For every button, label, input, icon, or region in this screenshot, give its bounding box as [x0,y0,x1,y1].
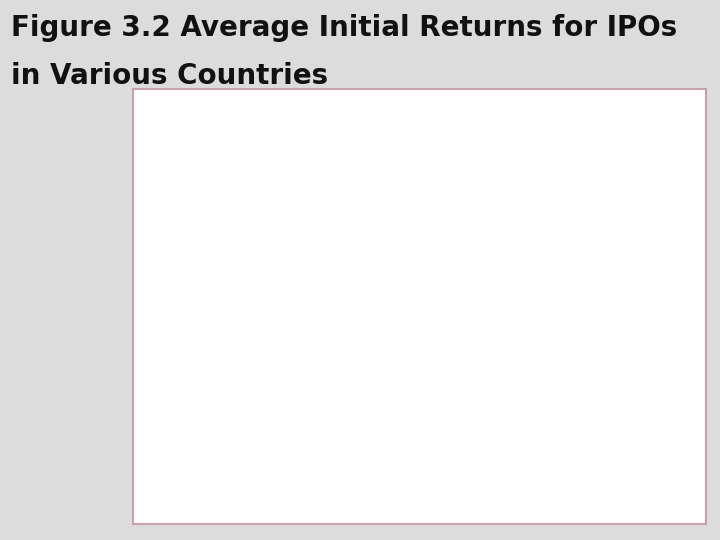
Bar [425,387,435,424]
Bar [569,357,579,424]
Bar [608,352,618,424]
Bar [189,414,199,424]
Bar [464,380,474,424]
Bar [241,404,251,424]
Bar [372,390,382,424]
Bar [294,401,304,424]
Bar [674,222,684,424]
Bar [359,393,369,424]
Bar [647,280,657,424]
Bar [595,355,605,424]
Bar [530,369,539,424]
Bar [215,411,225,424]
Bar [661,272,670,424]
Bar [543,365,552,424]
Bar [399,389,408,424]
Bar [254,403,264,424]
Bar [412,388,421,424]
Bar [516,371,526,424]
Bar [477,379,487,424]
Bar [202,411,212,424]
Y-axis label: Average First-Day Returns (%): Average First-Day Returns (%) [166,207,172,312]
Bar [582,357,592,424]
Text: in Various Countries: in Various Countries [11,62,328,90]
Bar [307,401,317,424]
Bar [333,399,343,424]
Bar [556,361,566,424]
Bar [228,407,238,424]
Bar [451,381,461,424]
Bar [281,401,290,424]
Text: Source: Provided by Professor J. Ritter of the University of Florida, 2005; bear: Source: Provided by Professor J. Ritter … [140,456,413,487]
Bar [490,375,500,424]
Bar [621,345,631,424]
Text: Figure 3.2 Average Initial Returns for IPOs: Figure 3.2 Average Initial Returns for I… [11,14,677,42]
Bar [503,372,513,424]
Bar [385,390,395,424]
Bar [346,396,356,424]
Bar [634,333,644,424]
Bar [320,400,330,424]
Text: FIGURE 3.2   Average initial returns for IPOs in various countries: FIGURE 3.2 Average initial returns for I… [140,434,432,443]
Bar [438,385,448,424]
Bar [268,403,277,424]
X-axis label: Country: Country [423,479,463,488]
Bar [687,102,697,424]
